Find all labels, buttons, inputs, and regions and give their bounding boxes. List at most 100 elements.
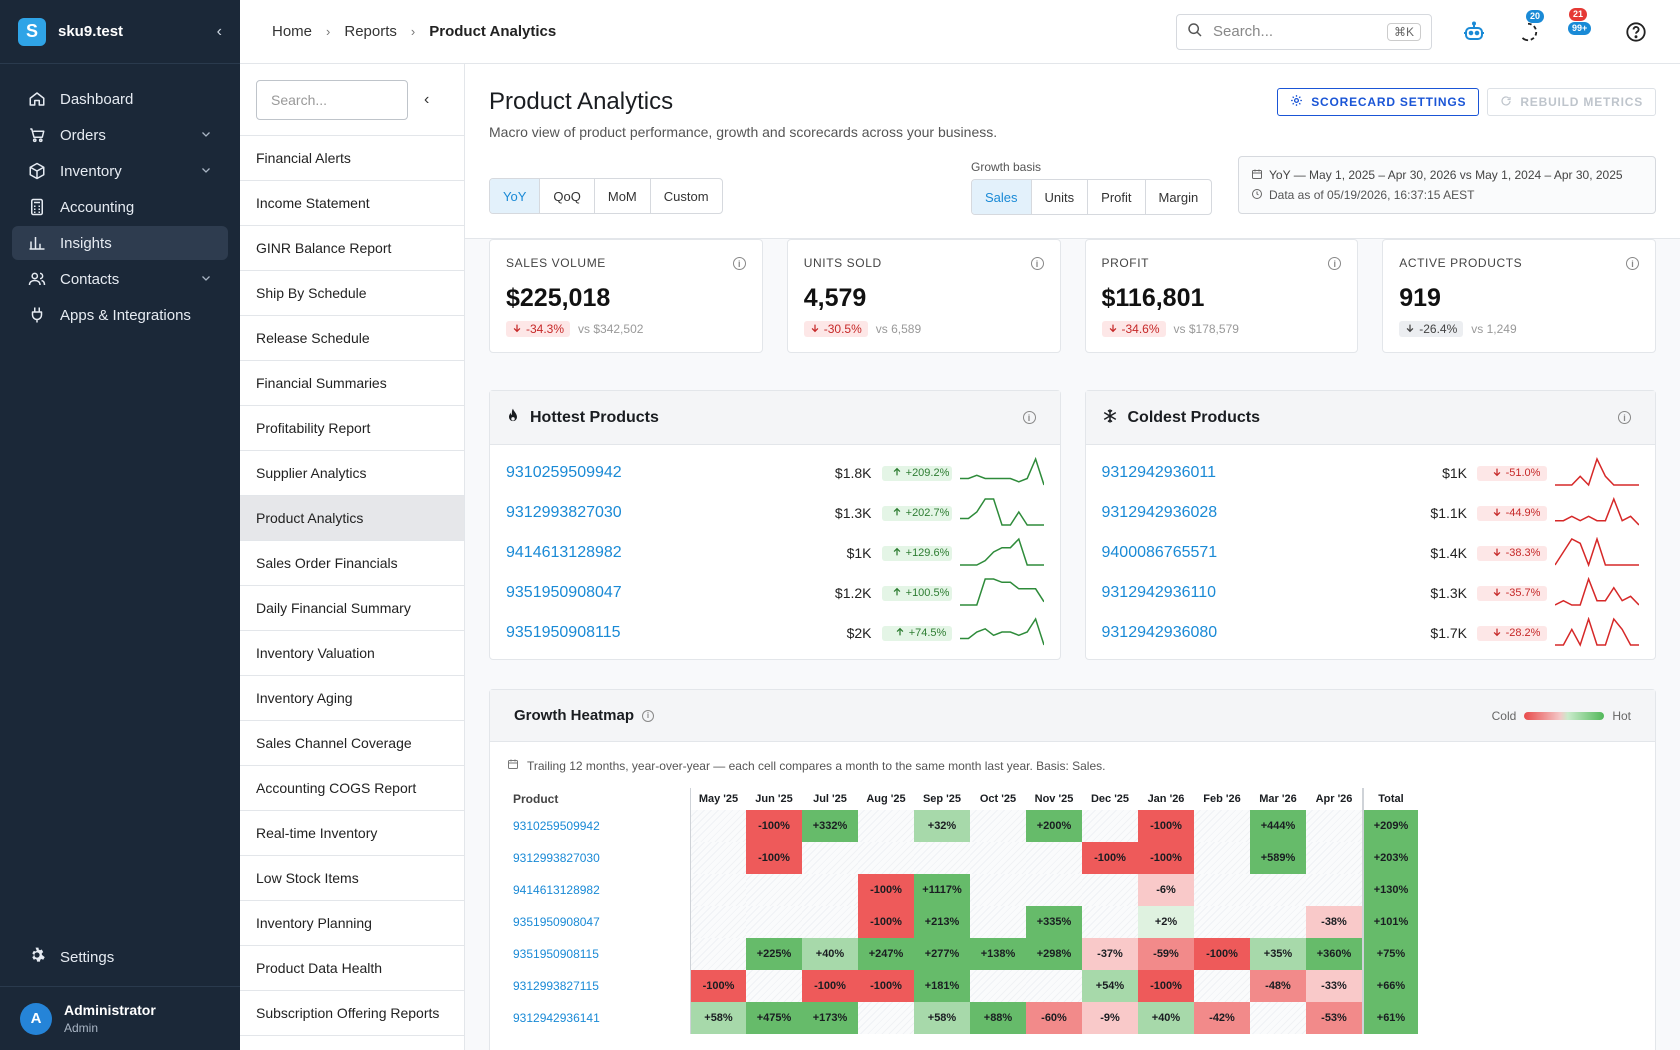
- heatmap-cell[interactable]: [970, 842, 1026, 874]
- product-sku-link[interactable]: 9414613128982: [506, 544, 622, 561]
- period-option-yoy[interactable]: YoY: [490, 179, 541, 213]
- heatmap-cell[interactable]: [970, 906, 1026, 938]
- heatmap-cell[interactable]: -100%: [1138, 810, 1194, 842]
- heatmap-cell[interactable]: +277%: [914, 938, 970, 970]
- info-icon[interactable]: i: [1626, 257, 1639, 270]
- sidebar-item-dashboard[interactable]: Dashboard: [12, 82, 228, 116]
- info-icon[interactable]: i: [732, 257, 746, 270]
- heatmap-sku-link[interactable]: 9351950908047: [513, 915, 600, 929]
- info-icon[interactable]: i: [1030, 257, 1044, 270]
- product-sku-link[interactable]: 9351950908047: [506, 584, 622, 601]
- heatmap-cell[interactable]: [1082, 810, 1138, 842]
- sidebar-item-contacts[interactable]: Contacts: [12, 262, 228, 296]
- heatmap-cell[interactable]: [1250, 906, 1306, 938]
- heatmap-cell[interactable]: [1026, 970, 1082, 1002]
- report-item-release-schedule[interactable]: Release Schedule: [240, 316, 464, 361]
- heatmap-cell[interactable]: -100%: [1138, 842, 1194, 874]
- heatmap-cell[interactable]: -100%: [858, 874, 914, 906]
- product-sku-link[interactable]: 9312942936011: [1101, 464, 1217, 481]
- heatmap-cell[interactable]: +40%: [802, 938, 858, 970]
- basis-option-profit[interactable]: Profit: [1088, 180, 1146, 214]
- product-sku-link[interactable]: 9312993827030: [506, 504, 622, 521]
- heatmap-cell[interactable]: +35%: [1250, 938, 1306, 970]
- info-icon[interactable]: i: [1618, 411, 1631, 424]
- report-item-low-stock-items[interactable]: Low Stock Items: [240, 856, 464, 901]
- sidebar-item-apps-integrations[interactable]: Apps & Integrations: [12, 298, 228, 332]
- period-option-qoq[interactable]: QoQ: [540, 179, 595, 213]
- heatmap-cell[interactable]: -100%: [802, 970, 858, 1002]
- heatmap-cell[interactable]: -59%: [1138, 938, 1194, 970]
- report-item-inventory-planning[interactable]: Inventory Planning: [240, 901, 464, 946]
- report-item-financial-summaries[interactable]: Financial Summaries: [240, 361, 464, 406]
- product-sku-link[interactable]: 9312942936080: [1101, 624, 1218, 641]
- heatmap-cell[interactable]: [746, 906, 802, 938]
- heatmap-cell[interactable]: [690, 938, 746, 970]
- heatmap-cell[interactable]: +444%: [1250, 810, 1306, 842]
- report-item-sales-order-financials[interactable]: Sales Order Financials: [240, 541, 464, 586]
- reports-search-input[interactable]: Search...: [256, 79, 408, 120]
- report-item-profitability-report[interactable]: Profitability Report: [240, 406, 464, 451]
- heatmap-sku-link[interactable]: 9351950908115: [513, 947, 599, 961]
- heatmap-cell[interactable]: [802, 842, 858, 874]
- heatmap-cell[interactable]: [858, 1002, 914, 1034]
- heatmap-cell[interactable]: +2%: [1138, 906, 1194, 938]
- heatmap-cell[interactable]: +213%: [914, 906, 970, 938]
- heatmap-cell[interactable]: [970, 970, 1026, 1002]
- heatmap-cell[interactable]: +298%: [1026, 938, 1082, 970]
- heatmap-cell[interactable]: [1306, 842, 1362, 874]
- heatmap-sku-link[interactable]: 9310259509942: [513, 819, 600, 833]
- notifications-icon[interactable]: 21 99+: [1568, 7, 1594, 44]
- collapse-reports-icon[interactable]: ‹: [424, 90, 430, 108]
- heatmap-cell[interactable]: -53%: [1306, 1002, 1362, 1034]
- heatmap-cell[interactable]: +58%: [914, 1002, 970, 1034]
- heatmap-cell[interactable]: [690, 842, 746, 874]
- heatmap-cell[interactable]: [1082, 874, 1138, 906]
- heatmap-cell[interactable]: -100%: [858, 970, 914, 1002]
- assistant-bot-icon[interactable]: [1462, 20, 1486, 44]
- basis-option-sales[interactable]: Sales: [972, 180, 1032, 214]
- sidebar-item-insights[interactable]: Insights: [12, 226, 228, 260]
- scorecard-settings-button[interactable]: SCORECARD SETTINGS: [1277, 88, 1480, 116]
- sidebar-item-accounting[interactable]: Accounting: [12, 190, 228, 224]
- heatmap-cell[interactable]: +138%: [970, 938, 1026, 970]
- heatmap-cell[interactable]: [858, 810, 914, 842]
- heatmap-cell[interactable]: +1117%: [914, 874, 970, 906]
- collapse-sidebar-icon[interactable]: ‹: [216, 22, 222, 40]
- info-icon[interactable]: i: [642, 709, 655, 722]
- product-sku-link[interactable]: 9312942936028: [1101, 504, 1218, 521]
- heatmap-cell[interactable]: -60%: [1026, 1002, 1082, 1034]
- heatmap-cell[interactable]: -9%: [1082, 1002, 1138, 1034]
- chevron-down-icon[interactable]: [200, 128, 212, 143]
- chevron-down-icon[interactable]: [200, 164, 212, 179]
- heatmap-cell[interactable]: -48%: [1250, 970, 1306, 1002]
- report-item-accounting-cogs-report[interactable]: Accounting COGS Report: [240, 766, 464, 811]
- brand-logo[interactable]: S: [18, 17, 46, 46]
- heatmap-cell[interactable]: [746, 970, 802, 1002]
- heatmap-cell[interactable]: [690, 810, 746, 842]
- heatmap-cell[interactable]: +332%: [802, 810, 858, 842]
- period-option-custom[interactable]: Custom: [663, 188, 709, 204]
- heatmap-cell[interactable]: -38%: [1306, 906, 1362, 938]
- heatmap-cell[interactable]: +200%: [1026, 810, 1082, 842]
- heatmap-cell[interactable]: -6%: [1138, 874, 1194, 906]
- report-item-financial-alerts[interactable]: Financial Alerts: [240, 136, 464, 181]
- sidebar-item-inventory[interactable]: Inventory: [12, 154, 228, 188]
- heatmap-cell[interactable]: [690, 906, 746, 938]
- heatmap-cell[interactable]: +88%: [970, 1002, 1026, 1034]
- report-item-product-analytics[interactable]: Product Analytics: [240, 496, 464, 541]
- basis-option-margin[interactable]: Margin: [1158, 189, 1199, 205]
- heatmap-cell[interactable]: [858, 842, 914, 874]
- heatmap-cell[interactable]: -100%: [1082, 842, 1138, 874]
- heatmap-cell[interactable]: +475%: [746, 1002, 802, 1034]
- heatmap-cell[interactable]: [1250, 874, 1306, 906]
- info-icon[interactable]: i: [1328, 257, 1342, 270]
- report-item-sales-channel-coverage[interactable]: Sales Channel Coverage: [240, 721, 464, 766]
- heatmap-cell[interactable]: +54%: [1082, 970, 1138, 1002]
- report-item-product-data-health[interactable]: Product Data Health: [240, 946, 464, 991]
- heatmap-cell[interactable]: [1026, 842, 1082, 874]
- heatmap-cell[interactable]: -33%: [1306, 970, 1362, 1002]
- report-item-ship-by-schedule[interactable]: Ship By Schedule: [240, 271, 464, 316]
- activity-icon[interactable]: 20: [1516, 9, 1545, 44]
- product-sku-link[interactable]: 9400086765571: [1101, 544, 1218, 561]
- heatmap-cell[interactable]: [914, 842, 970, 874]
